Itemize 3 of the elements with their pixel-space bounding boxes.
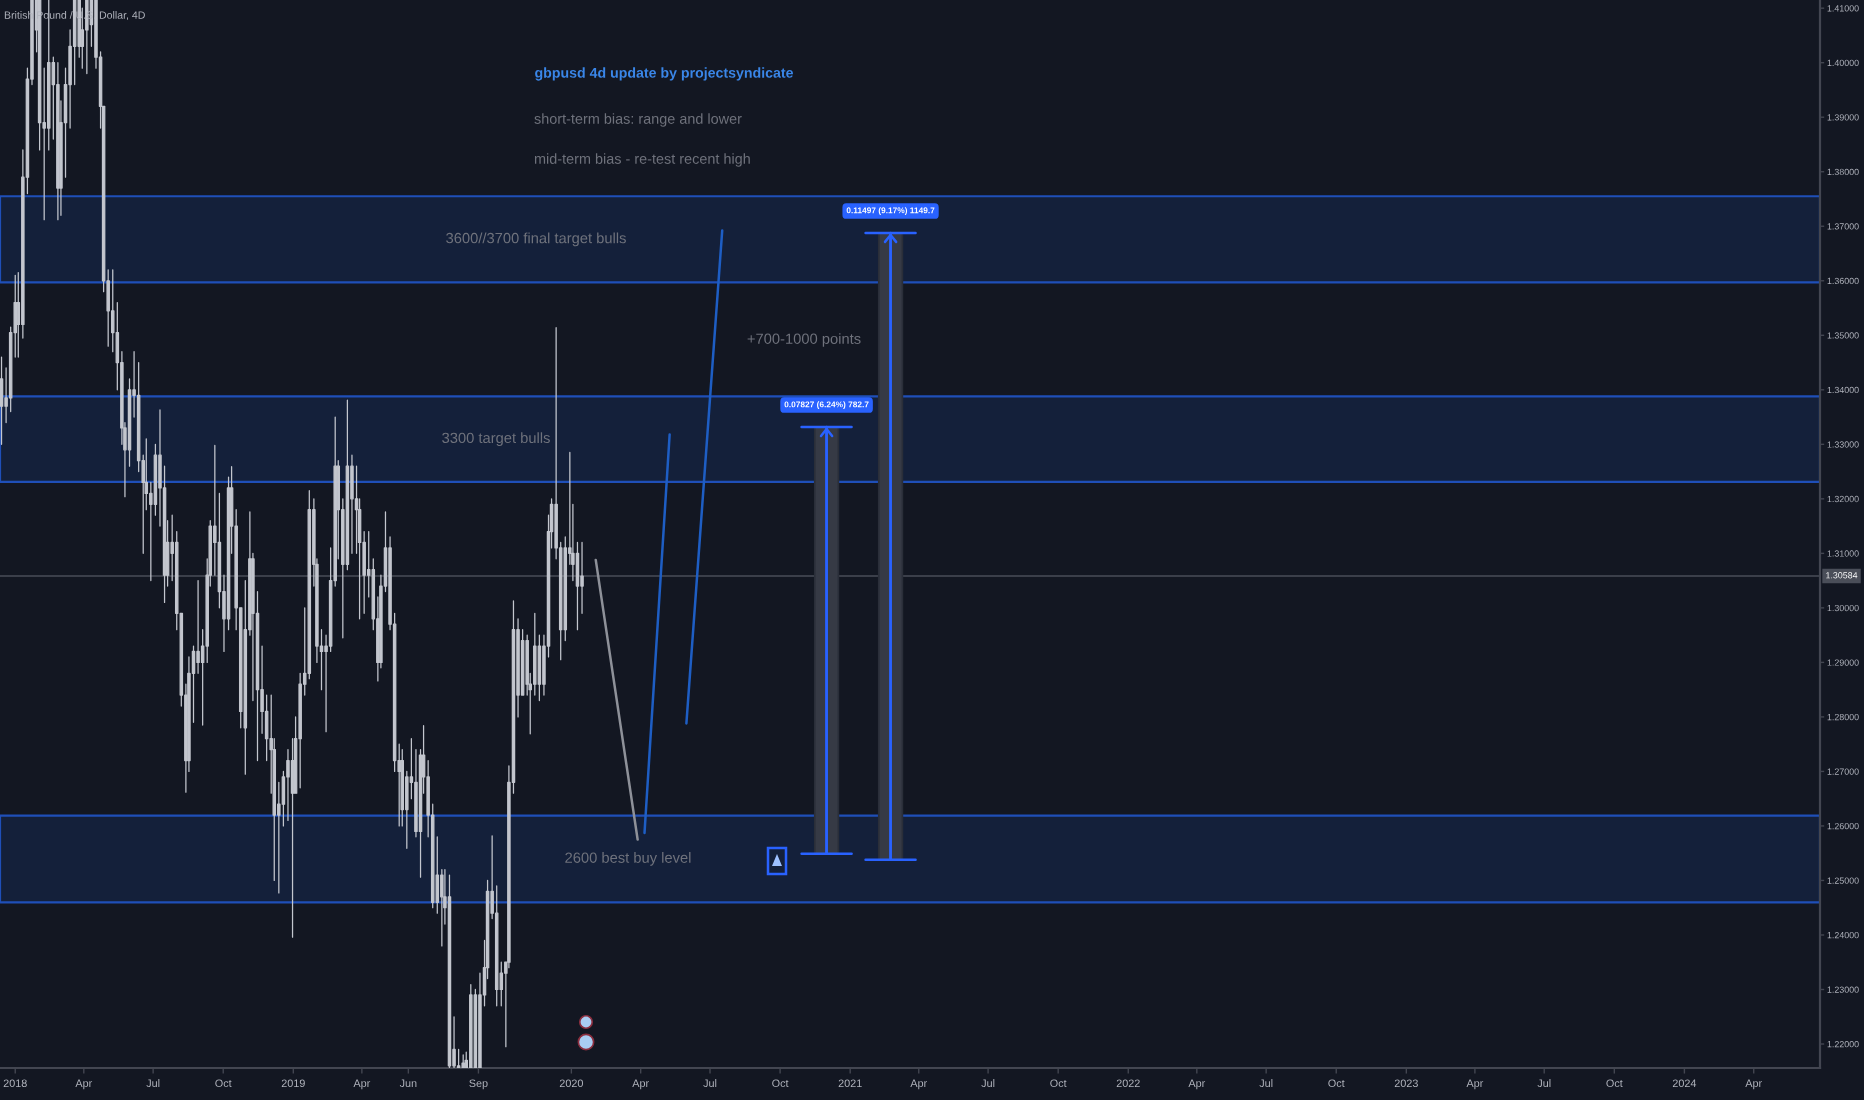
candlestick — [85, 0, 89, 75]
candlestick — [0, 356, 4, 445]
candlestick — [469, 983, 473, 1068]
